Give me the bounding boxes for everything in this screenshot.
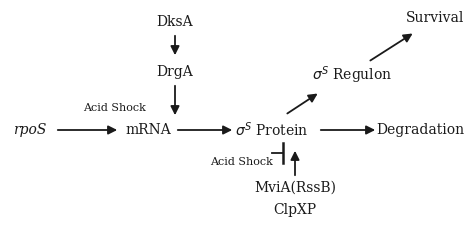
Text: mRNA: mRNA <box>125 123 171 137</box>
Text: Degradation: Degradation <box>376 123 464 137</box>
Text: Acid Shock: Acid Shock <box>210 157 273 167</box>
Text: $\sigma^S$ Protein: $\sigma^S$ Protein <box>235 121 309 139</box>
Text: $\sigma^S$ Regulon: $\sigma^S$ Regulon <box>312 64 392 86</box>
Text: DrgA: DrgA <box>156 65 193 79</box>
Text: ClpXP: ClpXP <box>273 203 317 217</box>
Text: Acid Shock: Acid Shock <box>83 103 146 113</box>
Text: rpoS: rpoS <box>13 123 46 137</box>
Text: DksA: DksA <box>157 15 193 29</box>
Text: Survival: Survival <box>406 11 464 25</box>
Text: MviA(RssB): MviA(RssB) <box>254 181 336 195</box>
